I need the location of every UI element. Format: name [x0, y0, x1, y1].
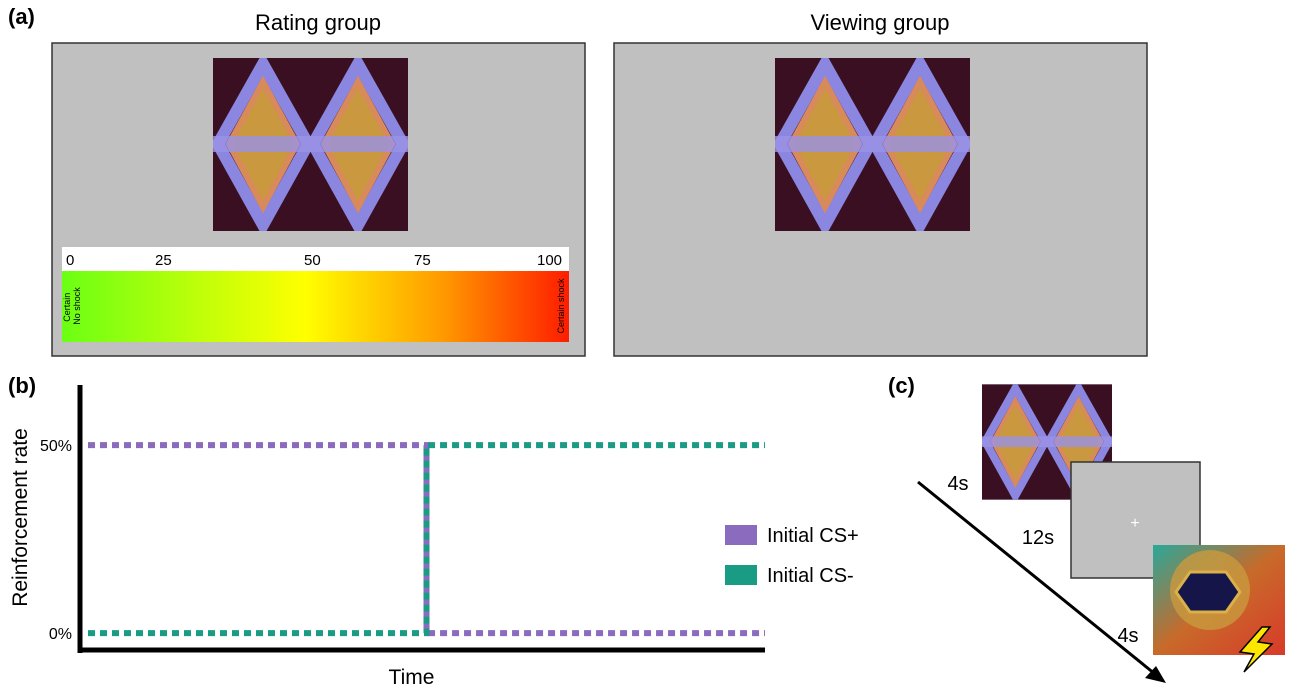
stimulus-image	[775, 58, 970, 231]
chart: (b) 50% 0% Reinforcement rate Time Initial CS…	[8, 373, 859, 689]
scale-header	[62, 247, 569, 271]
panel-label: (a)	[8, 4, 35, 29]
scale-tick-label: 25	[155, 252, 172, 269]
y-tick-label: 0%	[49, 626, 72, 643]
legend-label: Initial CS+	[767, 525, 859, 547]
legend-swatch	[725, 565, 757, 585]
duration-label: 12s	[1022, 527, 1054, 549]
scale-end-line: No shock	[72, 287, 82, 325]
data-line	[88, 442, 765, 637]
scale-tick-label: 0	[66, 252, 74, 269]
duration-label: 4s	[1117, 625, 1138, 647]
y-axis-label: Reinforcement rate	[9, 428, 32, 607]
shock-icon	[1238, 626, 1274, 673]
rating-scale	[62, 271, 569, 342]
time-arrow	[917, 480, 1156, 676]
scale-tick-label: 50	[304, 252, 321, 269]
fixation-cross: +	[1130, 515, 1139, 532]
legend-label: Initial CS-	[767, 565, 854, 587]
shock-image	[1153, 545, 1285, 655]
duration-label: 4s	[947, 473, 968, 495]
x-axis-label: Time	[389, 666, 435, 688]
group-title: Viewing group	[810, 10, 949, 35]
panel-label: (c)	[888, 373, 915, 398]
scale-tick-label: 75	[414, 252, 431, 269]
scale-end-line: Certain	[62, 293, 72, 322]
legend-swatch	[725, 525, 757, 545]
scale-end-label: Certain shock	[556, 278, 566, 334]
panel-label: (b)	[8, 373, 36, 398]
scale-end-label: Certain No shock	[62, 287, 82, 325]
group-title: Rating group	[255, 10, 381, 35]
scale-tick-label: 100	[537, 252, 562, 269]
arrow-head	[1145, 666, 1166, 683]
y-tick-label: 50%	[40, 438, 72, 455]
stimulus-image	[213, 58, 408, 231]
